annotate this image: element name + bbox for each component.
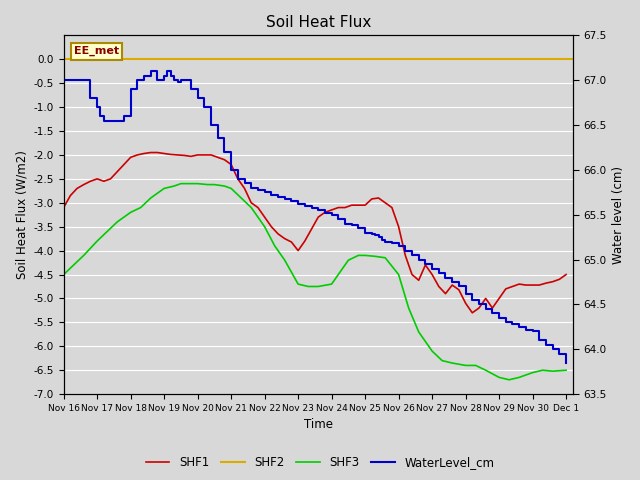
SHF3 <box>428 348 436 354</box>
SHF3 <box>294 281 302 287</box>
SHF3 <box>495 374 503 380</box>
SHF3 <box>248 204 255 210</box>
SHF1 <box>475 305 483 311</box>
SHF2 <box>363 56 371 62</box>
Line: WaterLevel_cm: WaterLevel_cm <box>63 71 566 363</box>
WaterLevel_cm <box>435 270 443 276</box>
SHF1 <box>468 310 476 316</box>
SHF3 <box>137 204 145 210</box>
SHF2 <box>569 56 577 62</box>
SHF3 <box>482 367 490 373</box>
SHF3 <box>281 257 289 263</box>
WaterLevel_cm <box>93 104 101 110</box>
SHF3 <box>314 284 322 289</box>
SHF3 <box>127 209 134 215</box>
SHF2 <box>61 56 69 62</box>
Line: SHF1: SHF1 <box>63 153 566 313</box>
SHF3 <box>529 370 536 375</box>
SHF3 <box>328 281 335 287</box>
SHF3 <box>211 182 218 188</box>
SHF3 <box>113 219 121 225</box>
WaterLevel_cm <box>562 360 570 366</box>
SHF1 <box>328 207 335 213</box>
SHF3 <box>70 262 77 268</box>
X-axis label: Time: Time <box>304 419 333 432</box>
Line: SHF3: SHF3 <box>63 184 566 380</box>
SHF1 <box>107 176 115 182</box>
SHF1 <box>241 186 248 192</box>
SHF3 <box>80 252 88 258</box>
WaterLevel_cm <box>274 194 282 200</box>
SHF2 <box>521 56 529 62</box>
SHF3 <box>381 255 389 261</box>
SHF2 <box>60 56 67 62</box>
SHF3 <box>60 272 67 277</box>
Y-axis label: Soil Heat Flux (W/m2): Soil Heat Flux (W/m2) <box>15 150 28 279</box>
SHF1 <box>401 252 409 258</box>
SHF3 <box>549 368 557 374</box>
SHF3 <box>271 243 278 249</box>
SHF3 <box>461 362 469 368</box>
SHF3 <box>438 358 446 363</box>
SHF1 <box>60 204 67 210</box>
SHF2 <box>371 56 379 62</box>
Title: Soil Heat Flux: Soil Heat Flux <box>266 15 371 30</box>
SHF3 <box>415 329 422 335</box>
SHF3 <box>395 272 403 277</box>
SHF3 <box>344 257 352 263</box>
SHF3 <box>338 267 346 273</box>
SHF3 <box>93 238 101 244</box>
SHF3 <box>305 284 312 289</box>
SHF3 <box>515 374 523 380</box>
SHF3 <box>160 186 168 192</box>
SHF1 <box>147 150 155 156</box>
SHF1 <box>388 204 396 210</box>
SHF3 <box>187 181 195 187</box>
WaterLevel_cm <box>301 203 308 209</box>
SHF2 <box>361 56 369 62</box>
SHF2 <box>489 56 497 62</box>
WaterLevel_cm <box>67 77 74 83</box>
SHF3 <box>539 367 547 373</box>
SHF3 <box>562 367 570 373</box>
SHF3 <box>177 181 185 187</box>
SHF3 <box>361 252 369 258</box>
WaterLevel_cm <box>60 77 67 83</box>
SHF3 <box>506 377 513 383</box>
WaterLevel_cm <box>147 68 155 74</box>
Legend: SHF1, SHF2, SHF3, WaterLevel_cm: SHF1, SHF2, SHF3, WaterLevel_cm <box>141 452 499 474</box>
SHF3 <box>260 224 268 229</box>
SHF3 <box>170 183 178 189</box>
SHF3 <box>355 252 362 258</box>
SHF3 <box>103 228 111 234</box>
SHF3 <box>472 362 479 368</box>
SHF3 <box>194 181 202 187</box>
SHF3 <box>405 305 413 311</box>
SHF3 <box>449 360 456 366</box>
SHF3 <box>227 186 235 192</box>
Y-axis label: Water level (cm): Water level (cm) <box>612 166 625 264</box>
SHF3 <box>371 253 379 259</box>
Text: EE_met: EE_met <box>74 46 119 56</box>
SHF3 <box>221 183 228 189</box>
SHF3 <box>204 182 212 188</box>
SHF3 <box>147 195 155 201</box>
WaterLevel_cm <box>461 291 469 297</box>
SHF1 <box>562 272 570 277</box>
SHF3 <box>237 195 245 201</box>
